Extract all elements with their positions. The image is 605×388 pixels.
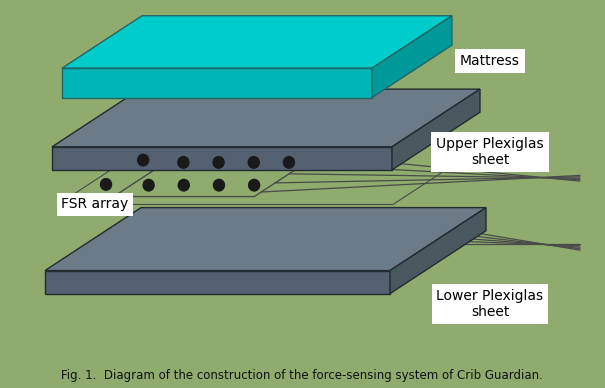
- Circle shape: [178, 157, 189, 168]
- Polygon shape: [45, 270, 390, 294]
- Circle shape: [213, 157, 224, 168]
- Polygon shape: [62, 68, 372, 97]
- Circle shape: [283, 157, 295, 168]
- Polygon shape: [58, 144, 486, 204]
- Polygon shape: [52, 147, 392, 170]
- Polygon shape: [62, 16, 452, 68]
- Circle shape: [138, 154, 149, 166]
- Text: Upper Plexiglas
sheet: Upper Plexiglas sheet: [436, 137, 544, 167]
- Circle shape: [178, 179, 189, 191]
- Text: Lower Plexiglas
sheet: Lower Plexiglas sheet: [436, 289, 543, 319]
- Circle shape: [248, 157, 260, 168]
- Circle shape: [100, 178, 111, 190]
- Circle shape: [214, 179, 224, 191]
- Circle shape: [143, 179, 154, 191]
- Polygon shape: [372, 16, 452, 97]
- Text: Fig. 1.  Diagram of the construction of the force-sensing system of Crib Guardia: Fig. 1. Diagram of the construction of t…: [61, 369, 543, 382]
- Text: FSR array: FSR array: [61, 197, 129, 211]
- Text: Mattress: Mattress: [460, 54, 520, 68]
- Polygon shape: [392, 89, 480, 170]
- Polygon shape: [45, 208, 486, 270]
- Polygon shape: [390, 208, 486, 294]
- Polygon shape: [52, 89, 480, 147]
- Circle shape: [249, 179, 260, 191]
